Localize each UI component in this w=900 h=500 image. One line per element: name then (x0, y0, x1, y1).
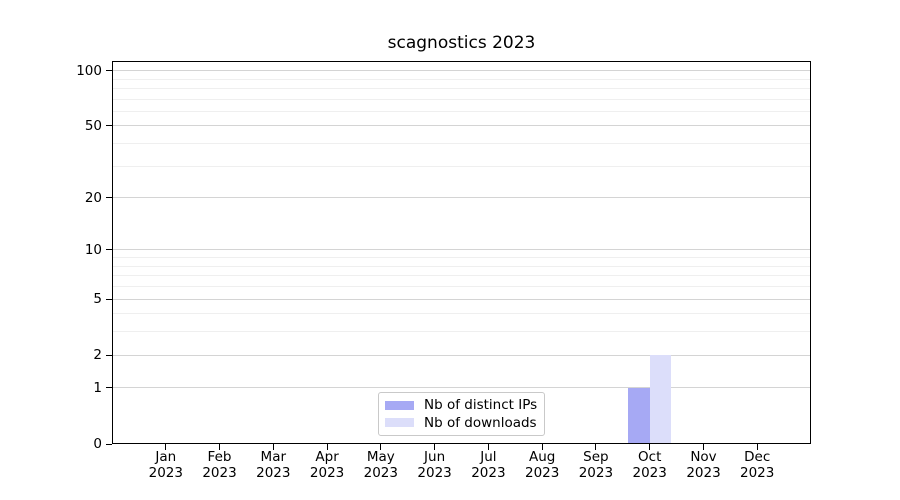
x-tick-mark (380, 444, 382, 450)
y-tick-mark (106, 354, 112, 356)
y-tick-label: 1 (93, 379, 102, 396)
minor-gridline (112, 257, 811, 259)
major-gridline (112, 387, 811, 389)
x-tick-label: Mar 2023 (256, 449, 291, 481)
y-tick-mark (106, 387, 112, 389)
x-tick-mark (756, 444, 758, 450)
y-tick-mark (106, 70, 112, 71)
x-tick-mark (272, 444, 274, 450)
bar-downloads (649, 355, 672, 444)
minor-gridline (112, 313, 811, 315)
y-tick-label: 100 (76, 62, 102, 79)
major-gridline (112, 298, 811, 300)
x-tick-label: Feb 2023 (202, 449, 237, 481)
bar-distinct-ips (628, 387, 650, 444)
y-tick-label: 10 (84, 241, 102, 258)
legend-item-distinct-ips: Nb of distinct IPs (385, 397, 538, 414)
minor-gridline (112, 143, 811, 144)
x-tick-mark (595, 444, 597, 450)
y-tick-mark (106, 125, 112, 127)
x-tick-label: Jul 2023 (471, 449, 506, 481)
x-tick-label: Jan 2023 (148, 449, 183, 481)
y-tick-mark (106, 443, 112, 445)
y-tick-label: 0 (93, 436, 102, 452)
major-gridline (112, 354, 811, 356)
minor-gridline (112, 165, 811, 167)
x-tick-mark (703, 444, 704, 450)
x-tick-mark (219, 444, 220, 450)
x-tick-mark (487, 444, 489, 450)
x-tick-mark (434, 444, 436, 450)
minor-gridline (112, 265, 811, 267)
x-tick-label: Aug 2023 (525, 449, 560, 481)
legend-label-downloads: Nb of downloads (424, 414, 537, 431)
legend-label-distinct-ips: Nb of distinct IPs (424, 397, 538, 414)
major-gridline (112, 70, 811, 71)
legend-swatch-distinct-ips-icon (385, 400, 414, 410)
minor-gridline (112, 98, 811, 100)
x-tick-label: Apr 2023 (309, 449, 345, 481)
major-gridline (112, 197, 811, 199)
major-gridline (112, 249, 811, 251)
legend-swatch-downloads-icon (385, 418, 414, 428)
y-tick-mark (106, 249, 112, 251)
y-tick-label: 20 (84, 189, 102, 206)
minor-gridline (112, 110, 811, 112)
x-tick-mark (326, 444, 328, 450)
x-tick-mark (165, 444, 167, 450)
y-tick-label: 2 (93, 347, 102, 364)
x-tick-label: Nov 2023 (686, 449, 721, 481)
minor-gridline (112, 275, 811, 277)
x-tick-label: Dec 2023 (740, 449, 775, 481)
x-tick-label: Oct 2023 (632, 449, 667, 481)
y-tick-label: 50 (84, 117, 102, 134)
y-tick-label: 5 (93, 291, 102, 307)
legend-item-downloads: Nb of downloads (385, 415, 538, 432)
y-tick-mark (106, 298, 112, 300)
x-tick-mark (541, 444, 543, 450)
x-tick-label: Jun 2023 (417, 449, 452, 481)
x-tick-label: May 2023 (363, 449, 398, 481)
x-tick-mark (649, 444, 651, 450)
legend: Nb of distinct IPs Nb of downloads (378, 392, 545, 436)
x-tick-label: Sep 2023 (578, 449, 614, 481)
y-tick-mark (106, 197, 112, 199)
minor-gridline (112, 78, 811, 80)
minor-gridline (112, 286, 811, 287)
minor-gridline (112, 87, 811, 89)
major-gridline (112, 125, 811, 127)
chart-title: scagnostics 2023 (387, 33, 536, 53)
minor-gridline (112, 331, 811, 333)
